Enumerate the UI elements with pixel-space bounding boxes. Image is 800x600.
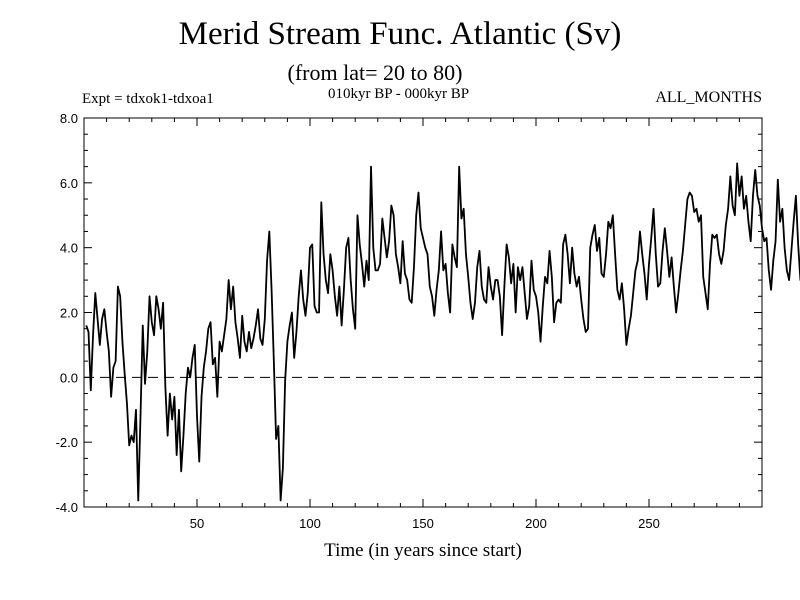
y-tick-label: -2.0 bbox=[56, 435, 78, 450]
series-line bbox=[85, 162, 800, 502]
experiment-label: Expt = tdxok1-tdxoa1 bbox=[82, 91, 214, 107]
season-label: ALL_MONTHS bbox=[655, 89, 762, 106]
period-label: 010kyr BP - 000kyr BP bbox=[328, 86, 470, 102]
x-tick-label: 250 bbox=[638, 516, 660, 531]
chart-title: Merid Stream Func. Atlantic (Sv) bbox=[178, 16, 622, 52]
x-tick-label: 50 bbox=[190, 516, 204, 531]
chart-subtitle: (from lat= 20 to 80) bbox=[287, 60, 463, 85]
y-tick-label: 6.0 bbox=[60, 176, 78, 191]
plot-frame bbox=[83, 117, 763, 508]
x-axis-label: Time (in years since start) bbox=[324, 540, 522, 561]
x-tick-label: 150 bbox=[412, 516, 434, 531]
y-tick-label: 0.0 bbox=[60, 370, 78, 385]
y-tick-label: 4.0 bbox=[60, 241, 78, 256]
x-tick-label: 200 bbox=[525, 516, 547, 531]
y-tick-label: -4.0 bbox=[56, 500, 78, 515]
x-tick-label: 100 bbox=[299, 516, 321, 531]
y-tick-label: 8.0 bbox=[60, 111, 78, 126]
y-tick-label: 2.0 bbox=[60, 306, 78, 321]
